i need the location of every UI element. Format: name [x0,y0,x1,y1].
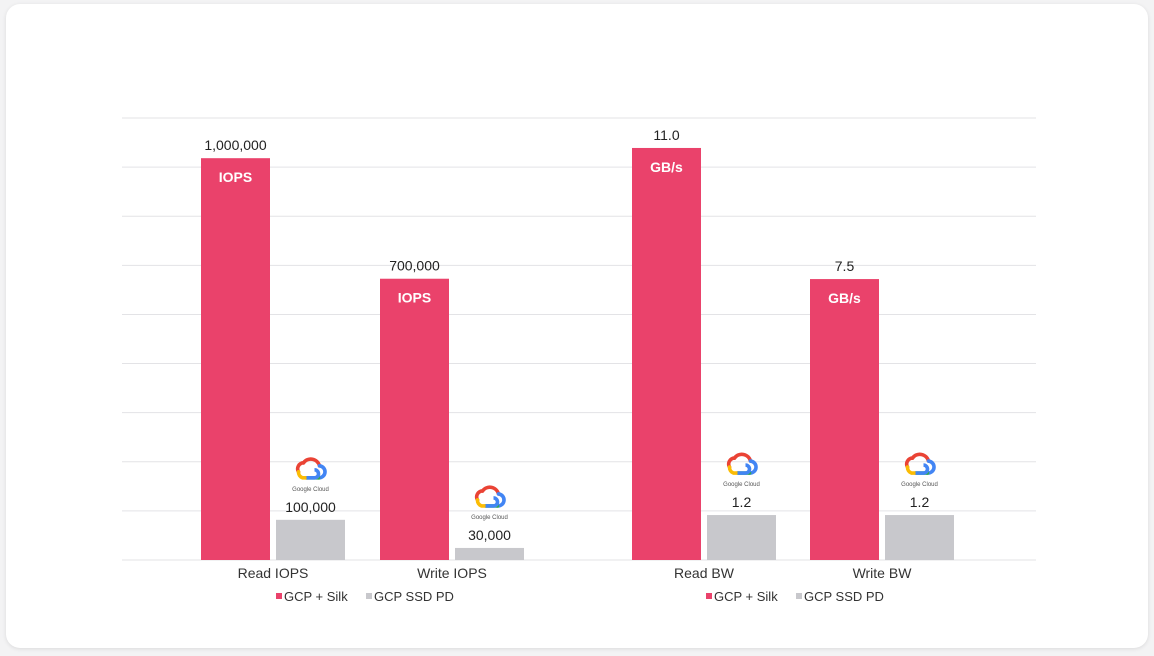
google-cloud-logo-text: Google Cloud [723,482,760,488]
legend-label: GCP + Silk [714,589,778,604]
google-cloud-logo: Google Cloud [471,485,508,521]
bar-gcp-ssd-pd [276,519,345,560]
data-label: 1,000,000 [204,137,266,153]
category-label: Write IOPS [417,565,487,581]
google-cloud-logo-text: Google Cloud [292,487,329,493]
logo-stroke [495,492,506,508]
legend-label: GCP SSD PD [804,589,884,604]
logo-stroke [737,463,752,475]
google-cloud-logo-text: Google Cloud [471,515,508,521]
category-label: Read BW [674,565,735,581]
legends: GCP + Silk GCP SSD PD GCP + Silk GCP SSD PD [276,589,884,604]
logo-stroke [910,452,931,463]
data-label: 100,000 [285,499,336,515]
logo-stroke [485,496,500,508]
gridlines [122,117,1036,561]
bar-gcp-ssd-pd [885,515,954,560]
labels: 1,000,000 IOPS 100,000 Google Cloud Read IOP… [204,127,938,581]
category-label: Read IOPS [238,565,309,581]
logo-stroke [475,498,488,508]
chart-card [6,4,1148,648]
logo-stroke [747,459,758,475]
bars [201,147,954,560]
category-label: Write BW [853,565,913,581]
logo-stroke [306,468,321,480]
google-cloud-logo: Google Cloud [292,457,329,493]
data-label: 700,000 [389,258,440,274]
legend-label: GCP SSD PD [374,589,454,604]
legend-swatch-gcp-ssd-pd [366,593,372,599]
google-cloud-logo-text: Google Cloud [901,482,938,488]
logo-stroke [301,457,322,468]
logo-stroke [480,485,501,496]
logo-stroke [905,465,918,475]
bar-gcp-silk [201,158,270,560]
logo-stroke [316,464,327,480]
bar-unit-label: GB/s [828,290,861,306]
data-label: 11.0 [653,127,679,143]
google-cloud-logo: Google Cloud [723,452,760,488]
bar-unit-label: IOPS [398,290,431,306]
data-label: 30,000 [468,527,511,543]
bar-gcp-silk [632,147,701,560]
data-label: 7.5 [835,258,855,274]
logo-stroke [925,459,936,475]
logo-stroke [296,470,309,480]
bar-gcp-silk [810,279,879,560]
legend-label: GCP + Silk [284,589,348,604]
logo-stroke [732,452,753,463]
bar-unit-label: GB/s [650,159,683,175]
bar-gcp-silk [380,278,449,560]
legend: GCP + Silk GCP SSD PD [706,589,884,604]
bar-gcp-ssd-pd [707,515,776,560]
data-label: 1.2 [910,494,930,510]
legend: GCP + Silk GCP SSD PD [276,589,454,604]
bar-unit-label: IOPS [219,169,252,185]
data-label: 1.2 [732,494,752,510]
legend-swatch-gcp-ssd-pd [796,593,802,599]
legend-swatch-gcp-silk [276,593,282,599]
logo-stroke [915,463,930,475]
legend-swatch-gcp-silk [706,593,712,599]
logo-stroke [727,465,740,475]
google-cloud-logo: Google Cloud [901,452,938,488]
bar-gcp-ssd-pd [455,547,524,560]
